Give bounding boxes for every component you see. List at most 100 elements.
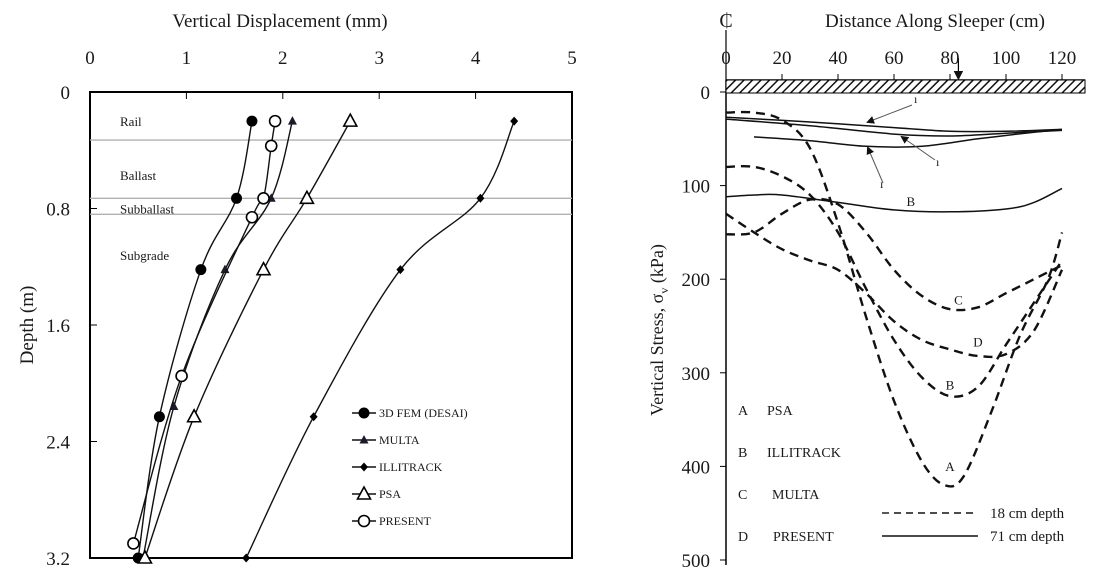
stress-curve-b-dashed xyxy=(725,164,1063,398)
y-tick-label: 300 xyxy=(682,364,711,385)
series-line xyxy=(245,120,515,559)
annotation-tick: ı xyxy=(914,92,918,106)
y-tick-label: 100 xyxy=(682,177,711,198)
data-marker xyxy=(396,265,405,275)
y-tick-label: 3.2 xyxy=(46,549,70,570)
curve-key-item: A PSA xyxy=(738,404,794,419)
curve-key-item: B ILLITRACK xyxy=(738,446,841,461)
data-marker xyxy=(357,514,371,528)
curve-label: B xyxy=(946,378,955,393)
curve-key-letter: B xyxy=(738,446,747,461)
data-marker xyxy=(186,408,202,423)
y-tick-label: 400 xyxy=(682,457,711,478)
curve-key-method: PSA xyxy=(767,404,794,419)
left-legend: 3D FEM (DESAI) MULTA ILLITRACK PSA PRESENT xyxy=(352,406,468,528)
curve-key-method: PRESENT xyxy=(773,530,834,545)
y-axis-unit: (kPa) xyxy=(647,244,668,288)
legend-label: PSA xyxy=(379,487,401,501)
data-marker xyxy=(476,193,485,203)
legend-item: ILLITRACK xyxy=(352,460,443,474)
data-marker xyxy=(242,553,251,563)
right-y-ticks: 0 100 200 300 400 500 xyxy=(682,83,726,570)
layer-label: Rail xyxy=(120,114,142,129)
legend-item: MULTA xyxy=(352,433,420,447)
y-tick-label: 2.4 xyxy=(46,433,70,454)
depth-legend: 18 cm depth 71 cm depth xyxy=(882,506,1065,545)
depth-legend-label: 18 cm depth xyxy=(990,506,1065,522)
legend-label: MULTA xyxy=(379,433,420,447)
layer-boundaries xyxy=(90,139,572,215)
y-tick-label: 500 xyxy=(682,551,711,570)
stress-curve-b-solid xyxy=(725,187,1063,213)
layer-labels: Rail Ballast Subballast Subgrade xyxy=(120,114,175,263)
stress-chart: Distance Along Sleeper (cm) Vertical Str… xyxy=(647,10,1086,570)
series-illitrack xyxy=(242,116,519,563)
y-tick-label: 200 xyxy=(682,270,711,291)
curve-labels: A B C D B xyxy=(906,194,982,474)
series-psa xyxy=(137,112,359,564)
layer-label: Subballast xyxy=(120,202,175,217)
curve-key-letter: D xyxy=(738,530,748,545)
left-series-group xyxy=(127,112,519,564)
y-tick-label: 1.6 xyxy=(46,316,70,337)
y-axis-subscript: v xyxy=(657,288,671,294)
right-x-ticks: 0 20 40 60 80 100 120 xyxy=(721,48,1076,80)
x-tick-label: 1 xyxy=(182,48,192,69)
curve-label: C xyxy=(954,292,963,307)
data-marker xyxy=(246,115,258,127)
x-tick-label: 80 xyxy=(941,48,960,69)
layer-label: Subgrade xyxy=(120,248,169,263)
annotation-arrow xyxy=(866,146,884,184)
series-multa xyxy=(138,116,297,562)
annotation-arrow xyxy=(866,104,913,124)
series-line xyxy=(144,120,351,559)
legend-item: 3D FEM (DESAI) xyxy=(352,406,468,420)
y-tick-label: 0.8 xyxy=(46,200,70,221)
data-marker xyxy=(175,369,188,383)
left-x-ticks: 0 1 2 3 4 5 xyxy=(85,48,577,99)
curve-key-letter: C xyxy=(738,488,747,503)
y-tick-label: 0 xyxy=(61,83,71,104)
legend-item: PSA xyxy=(352,485,401,501)
data-marker xyxy=(195,264,207,276)
data-marker xyxy=(356,485,372,500)
x-tick-label: 120 xyxy=(1048,48,1077,69)
x-tick-label: 4 xyxy=(471,48,481,69)
stress-curve-c-dashed xyxy=(725,197,1063,312)
data-marker xyxy=(245,210,259,224)
depth-legend-item: 18 cm depth xyxy=(882,506,1065,522)
annotation-tick: ı xyxy=(936,155,940,169)
x-tick-label: 40 xyxy=(829,48,848,69)
legend-label: PRESENT xyxy=(379,514,432,528)
right-y-axis-title: Vertical Stress, σv (kPa) xyxy=(647,244,671,416)
right-series-group xyxy=(725,110,1064,488)
curve-key-method: ILLITRACK xyxy=(767,446,841,461)
stress-curve-a-dashed xyxy=(725,110,1064,488)
x-tick-label: 0 xyxy=(85,48,95,69)
data-marker xyxy=(257,192,270,205)
x-tick-label: 100 xyxy=(992,48,1021,69)
stress-curve-upper-1-solid xyxy=(725,116,1063,133)
data-marker xyxy=(255,260,272,276)
curve-label: B xyxy=(906,194,915,209)
left-y-axis-title: Depth (m) xyxy=(17,286,38,365)
right-x-axis-title: Distance Along Sleeper (cm) xyxy=(825,11,1045,32)
layer-label: Ballast xyxy=(120,168,156,183)
data-marker xyxy=(342,112,359,127)
data-marker xyxy=(299,189,315,205)
y-tick-label: 0 xyxy=(701,83,711,104)
legend-label: 3D FEM (DESAI) xyxy=(379,406,468,420)
legend-label: ILLITRACK xyxy=(379,460,443,474)
x-tick-label: 20 xyxy=(773,48,792,69)
series-line xyxy=(137,120,253,559)
series-line xyxy=(142,120,294,559)
x-tick-label: 5 xyxy=(567,48,577,69)
left-y-ticks: 0 0.8 1.6 2.4 3.2 xyxy=(46,83,97,570)
series-line xyxy=(132,120,276,544)
data-marker xyxy=(360,462,368,472)
depth-legend-item: 71 cm depth xyxy=(882,529,1065,545)
series-present xyxy=(127,114,282,550)
stress-curve-upper-2-solid xyxy=(725,118,1063,137)
x-tick-label: 60 xyxy=(885,48,904,69)
